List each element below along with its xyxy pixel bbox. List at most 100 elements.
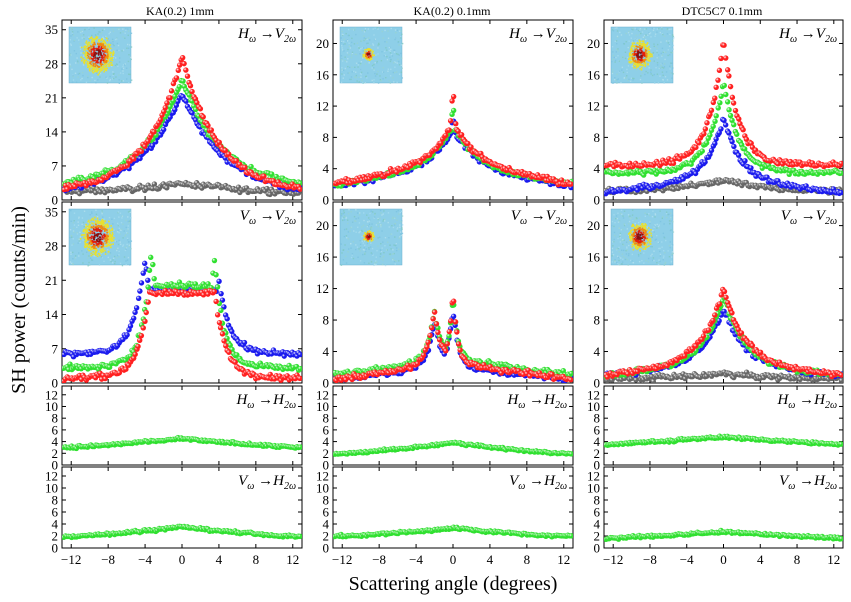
data-points — [62, 55, 302, 198]
y-tick-label: 12 — [316, 99, 329, 114]
y-tick-label: 0 — [594, 458, 601, 473]
point-green — [727, 112, 734, 119]
point-blue — [145, 277, 151, 283]
point-green — [723, 91, 729, 98]
point-red — [429, 325, 435, 331]
point-green — [234, 352, 240, 358]
y-tick-label: 2 — [594, 446, 601, 461]
point-blue — [161, 126, 167, 133]
y-tick-label: 6 — [52, 505, 59, 520]
point-red — [704, 120, 710, 126]
point-blue — [692, 170, 699, 177]
series-green — [604, 82, 843, 178]
point-red — [447, 118, 454, 124]
point-red — [175, 67, 182, 74]
series-red — [62, 55, 302, 193]
point-green — [211, 257, 218, 264]
point-blue — [224, 316, 230, 322]
point-green — [297, 444, 302, 450]
y-tick-label: 4 — [594, 434, 601, 449]
x-tick-label: 8 — [524, 552, 531, 567]
panel-2-0: 0 4 8 12 16 20 Hω →V2ω — [587, 19, 844, 208]
point-red — [450, 298, 457, 304]
y-tick-label: 0 — [52, 458, 59, 473]
point-red — [208, 127, 215, 133]
y-tick-label: 0 — [52, 376, 59, 391]
point-blue — [297, 351, 302, 358]
point-red — [219, 331, 226, 337]
panel-2-1: 0 4 8 12 16 20 Vω →V2ω — [587, 201, 844, 391]
point-red — [452, 319, 459, 325]
point-red — [450, 93, 457, 100]
point-red — [710, 99, 717, 106]
data-points — [333, 298, 573, 383]
x-tick-label: 12 — [827, 552, 840, 567]
point-red — [433, 321, 440, 327]
point-red — [408, 366, 414, 372]
point-blue — [713, 136, 719, 142]
column-title-1: KA(0.2) 1mm — [146, 4, 214, 18]
y-tick-label: 2 — [52, 446, 59, 461]
point-red — [838, 372, 843, 378]
point-green — [145, 284, 151, 290]
x-tick-label: −8 — [372, 552, 386, 567]
y-tick-label: 0 — [52, 193, 59, 208]
point-red — [164, 100, 170, 106]
point-green — [718, 93, 724, 99]
series-red — [604, 286, 843, 380]
point-red — [173, 75, 180, 81]
point-green — [726, 107, 732, 113]
y-tick-label: 14 — [45, 124, 59, 139]
y-tick-label: 12 — [587, 281, 600, 296]
point-green — [180, 78, 186, 84]
x-tick-label: 0 — [720, 552, 727, 567]
point-blue — [726, 130, 732, 136]
point-green — [729, 117, 735, 124]
panel-0-0: 0 7 14 21 28 35 Hω →V2ω — [45, 19, 303, 208]
point-red — [715, 77, 721, 83]
point-red — [217, 324, 224, 331]
point-green — [712, 118, 718, 124]
y-tick-label: 8 — [594, 313, 601, 328]
polarization-label: Vω →V2ω — [240, 208, 296, 227]
point-gray — [264, 185, 270, 192]
y-tick-label: 2 — [323, 446, 330, 461]
point-green — [838, 535, 843, 542]
polarization-label: Hω →H2ω — [506, 392, 567, 411]
point-red — [216, 139, 222, 146]
point-green — [151, 275, 157, 282]
x-axis-title: Scattering angle (degrees) — [349, 573, 558, 595]
x-tick-label: 0 — [179, 552, 186, 567]
data-points — [333, 439, 573, 457]
point-red — [145, 299, 151, 305]
series-red — [62, 287, 302, 383]
point-red — [132, 351, 138, 358]
y-tick-label: 21 — [45, 273, 58, 288]
point-red — [716, 67, 723, 74]
y-tick-label: 6 — [594, 505, 601, 520]
y-tick-label: 12 — [45, 387, 58, 402]
y-tick-label: 7 — [52, 341, 59, 356]
y-tick-label: 8 — [323, 313, 330, 328]
point-red — [430, 316, 436, 322]
point-red — [465, 140, 471, 147]
point-blue — [708, 147, 715, 154]
y-tick-label: 35 — [45, 22, 58, 37]
point-red — [425, 339, 431, 346]
point-red — [184, 73, 191, 79]
point-red — [732, 107, 739, 114]
y-tick-label: 12 — [316, 387, 329, 402]
point-green — [268, 171, 275, 177]
polarization-label: Hω →V2ω — [778, 26, 837, 45]
point-red — [213, 298, 219, 305]
y-tick-label: 12 — [316, 469, 329, 484]
point-red — [157, 116, 164, 123]
point-blue — [718, 126, 724, 132]
y-tick-label: 4 — [594, 344, 601, 359]
y-tick-label: 4 — [52, 434, 59, 449]
y-tick-label: 8 — [52, 493, 59, 508]
y-tick-label: 6 — [323, 505, 330, 520]
x-tick-label: −4 — [138, 552, 152, 567]
